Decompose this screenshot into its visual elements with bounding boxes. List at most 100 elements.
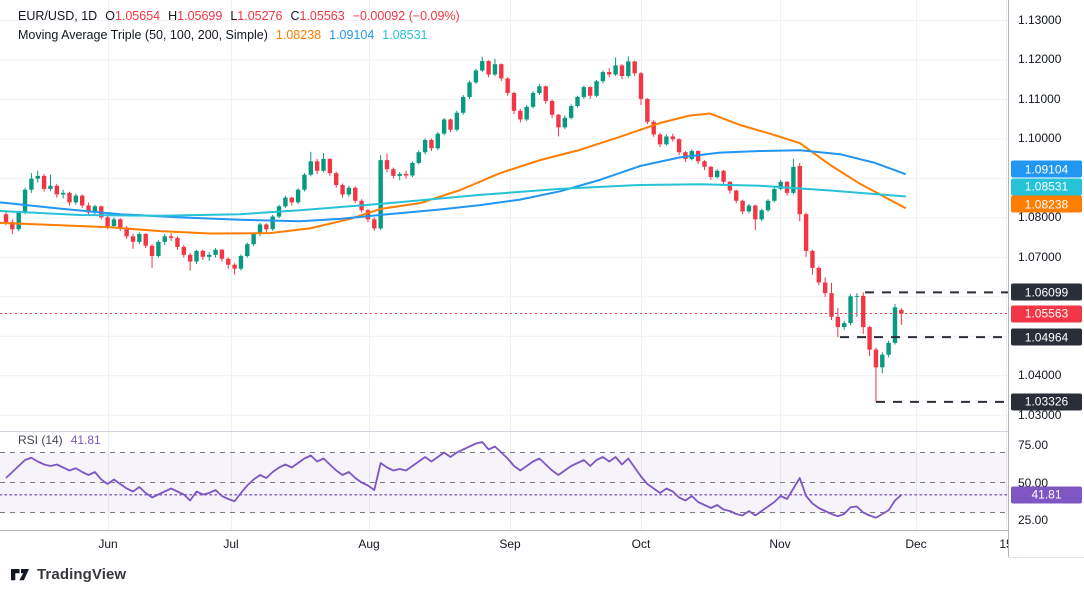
candle: [816, 266, 821, 286]
candle: [676, 138, 682, 155]
candle: [505, 77, 510, 96]
tradingview-brand[interactable]: TradingView: [10, 566, 126, 583]
candle: [41, 173, 47, 192]
candle: [822, 277, 828, 298]
price-axis-label: 1.10000: [1018, 131, 1062, 146]
price-badge: 1.05563: [1011, 305, 1082, 323]
candle: [727, 181, 733, 194]
chart-canvas[interactable]: [0, 0, 1008, 530]
candle: [422, 138, 428, 155]
legend-text: 1.08238: [275, 28, 322, 42]
rsi-axis-label: 50.00: [1018, 475, 1049, 490]
time-axis-label: Oct: [631, 537, 651, 551]
candle: [575, 95, 580, 108]
price-axis[interactable]: 1.13000 1.12000 1.11000 1.10000 1.08000 1.070…: [1008, 0, 1084, 557]
ma-triple-legend[interactable]: Moving Average Triple (50, 100, 200, Sim…: [18, 29, 435, 42]
candle: [721, 169, 726, 185]
candle: [848, 293, 853, 326]
candle: [670, 133, 675, 142]
candle: [238, 254, 244, 271]
candle: [207, 252, 212, 261]
candle: [232, 263, 237, 275]
rsi-axis-label: 25.00: [1018, 513, 1049, 527]
candle: [264, 223, 269, 233]
candle: [118, 218, 123, 232]
candle: [86, 202, 91, 216]
candle: [854, 293, 860, 317]
candle: [600, 70, 606, 84]
candle: [473, 68, 479, 84]
candle: [461, 94, 466, 115]
rsi-legend[interactable]: RSI (14) 41.81: [18, 433, 109, 447]
sma-200-line: [0, 183, 906, 217]
candle: [467, 80, 472, 99]
candle: [549, 99, 555, 118]
rsi-legend-text: RSI (14): [18, 433, 63, 447]
candle: [429, 138, 434, 152]
candle: [251, 232, 256, 246]
rsi-axis-label: 75.00: [1018, 438, 1049, 452]
candle: [162, 233, 167, 245]
candle: [16, 211, 21, 232]
candle: [454, 110, 460, 132]
candle: [537, 83, 542, 95]
candle: [48, 174, 53, 192]
candlestick-series: [3, 56, 904, 402]
candle: [899, 308, 904, 325]
candle: [130, 233, 136, 249]
candle: [435, 132, 440, 151]
candle: [327, 158, 333, 176]
candle: [892, 304, 898, 345]
candle: [80, 194, 85, 208]
time-axis-label: Nov: [769, 537, 791, 551]
candle: [92, 204, 98, 215]
candle: [759, 208, 764, 222]
candle: [734, 189, 739, 204]
candle: [664, 134, 669, 146]
candle: [581, 85, 587, 99]
price-badge: 1.04964: [1011, 328, 1082, 346]
price-axis-label: 1.04000: [1018, 368, 1062, 383]
time-axis-label: Aug: [358, 537, 380, 551]
legend-text: 1.05699: [177, 9, 223, 23]
candle: [226, 257, 231, 269]
candle: [403, 170, 409, 179]
candle: [67, 191, 72, 206]
candle: [702, 160, 707, 170]
legend-text: 1.08531: [382, 28, 428, 42]
candle: [588, 86, 593, 99]
candle: [746, 203, 752, 214]
price-badge: 1.08238: [1011, 195, 1082, 213]
candle: [308, 151, 313, 177]
candle: [245, 242, 250, 258]
time-axis-label: 15: [999, 537, 1008, 551]
candle: [556, 113, 561, 137]
candle: [835, 308, 841, 338]
time-axis-label: Jun: [98, 537, 118, 551]
candle: [753, 204, 758, 230]
candle: [765, 199, 771, 212]
candle: [257, 222, 263, 237]
legend-text: −0.00092 (−0.09%): [352, 9, 460, 23]
candle: [149, 244, 155, 268]
time-axis-label: Dec: [905, 537, 927, 551]
candle: [543, 85, 548, 104]
candle: [137, 232, 142, 245]
time-axis-label: Sep: [499, 537, 521, 551]
pane-divider[interactable]: [0, 431, 1084, 432]
candle: [524, 104, 529, 122]
candle: [810, 249, 815, 275]
price-axis-label: 1.11000: [1018, 91, 1061, 106]
price-axis-label: 1.12000: [1018, 52, 1062, 67]
candle: [530, 91, 536, 109]
symbol-ohlc-legend[interactable]: EUR/USD, 1D O1.05654 H1.05699 L1.05276 C1.05…: [18, 10, 468, 23]
candle: [740, 199, 745, 215]
legend-text: 1.05563: [299, 9, 345, 23]
time-axis[interactable]: Jun Jul Aug Sep Oct Nov Dec 15: [0, 530, 1008, 558]
rsi-value-badge: 41.81: [1011, 486, 1082, 504]
candle: [283, 195, 288, 208]
candle: [518, 108, 523, 123]
candle: [168, 233, 174, 242]
price-badge: 1.08531: [1011, 178, 1082, 196]
candle: [384, 153, 390, 172]
